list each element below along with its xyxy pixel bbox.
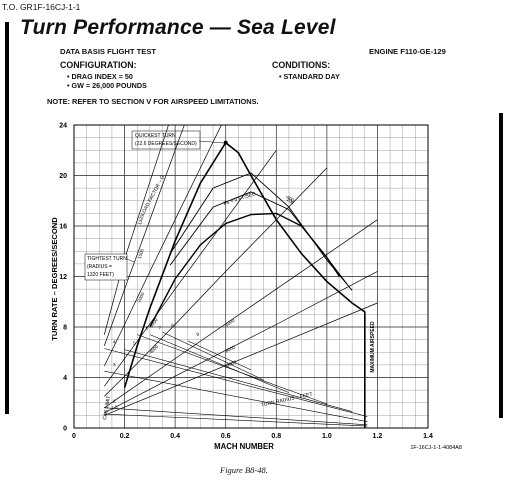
change-bar-right xyxy=(499,113,503,418)
turn-radius-curve xyxy=(104,150,277,387)
turn-radius-value: 3000 xyxy=(149,317,159,329)
turn-radius-curve xyxy=(104,219,378,409)
document-id: T.O. GR1F-16CJ-1-1 xyxy=(2,2,81,12)
load-factor-value: 5 xyxy=(133,340,137,345)
turn-radius-label: TURN RADIUS – FEET xyxy=(260,392,313,409)
page-title: Turn Performance — Sea Level xyxy=(20,16,336,39)
load-factor-line xyxy=(187,340,252,371)
turn-radius-curve xyxy=(104,167,328,397)
figure-caption: Figure B8-48. xyxy=(220,465,268,475)
load-factor-value: 9 xyxy=(196,332,200,337)
load-factor-value: 6 xyxy=(145,325,149,330)
quickest-turn-value: (22.6 DEGREES/SECOND) xyxy=(135,141,197,147)
ps-value: -200 xyxy=(285,196,296,206)
turn-radius-curve xyxy=(103,125,169,335)
y-tick-label: 24 xyxy=(59,123,67,130)
data-basis: DATA BASIS FLIGHT TEST xyxy=(60,47,157,56)
maneuver-envelope xyxy=(123,141,366,428)
tightest-turn-radius-label: (RADIUS = xyxy=(87,264,112,270)
load-factor-value: 8 xyxy=(171,323,175,328)
y-axis-label: TURN RATE – DEGREES/SECOND xyxy=(50,217,59,341)
ps-zero-curve xyxy=(149,212,341,328)
x-tick-label: 1.4 xyxy=(423,433,433,440)
load-factor-value: 2 xyxy=(113,399,117,404)
x-tick-label: 0.2 xyxy=(120,433,130,440)
turn-radius-curve xyxy=(103,125,222,367)
configuration-heading: CONFIGURATION: xyxy=(60,60,137,70)
change-bar-left xyxy=(5,22,9,414)
load-factor-line xyxy=(104,407,368,426)
quickest-turn-box xyxy=(131,130,201,150)
tightest-turn-label: TIGHTEST TURN xyxy=(87,256,127,262)
figure-id: 1F-16CJ-1-1-4084A8 xyxy=(410,445,462,451)
max-airspeed-label: MAXIMUM AIRSPEED xyxy=(370,321,376,373)
tightest-turn-box xyxy=(84,253,128,281)
load-factor-line xyxy=(104,413,368,427)
note: NOTE: REFER TO SECTION V FOR AIRSPEED LI… xyxy=(47,97,259,106)
cas-limit-label: CAS LIMIT xyxy=(102,395,112,420)
y-tick-label: 12 xyxy=(59,274,67,281)
x-tick-label: 1.0 xyxy=(322,433,332,440)
turn-radius-value: 4000 xyxy=(148,344,159,355)
turn-radius-curve xyxy=(104,302,378,416)
tightest-turn-leader xyxy=(126,258,135,263)
y-tick-label: 16 xyxy=(59,224,67,231)
configuration-item: • DRAG INDEX = 50 xyxy=(67,72,133,81)
conditions-item: • STANDARD DAY xyxy=(279,72,340,81)
load-factor-line xyxy=(124,349,353,412)
conditions-heading: CONDITIONS: xyxy=(272,60,331,70)
turn-radius-value: 1500 xyxy=(137,248,145,260)
major-grid xyxy=(73,124,429,429)
x-axis-label: MACH NUMBER xyxy=(214,442,274,451)
turn-radius-curve xyxy=(103,125,185,347)
plot-frame xyxy=(73,124,429,429)
turn-radius-value: 8000 xyxy=(224,344,236,353)
tightest-turn-radius-value: 1320 FEET) xyxy=(87,272,114,278)
load-factor-line xyxy=(162,331,264,381)
y-tick-label: 4 xyxy=(63,375,67,382)
x-tick-label: 0.6 xyxy=(221,433,231,440)
ps-label: Ps = 0 FT/SEC xyxy=(223,191,257,207)
x-tick-label: 0 xyxy=(72,433,76,440)
x-tick-label: 1.2 xyxy=(373,433,383,440)
load-factor-value: 1.5 xyxy=(111,405,118,411)
load-factor-value: 3 xyxy=(113,362,117,367)
turn-radius-value: 2000 xyxy=(136,291,145,303)
y-tick-label: 20 xyxy=(59,173,67,180)
load-factor-line xyxy=(104,348,368,417)
x-tick-label: 0.4 xyxy=(170,433,180,440)
ps-value: -400 xyxy=(285,194,296,204)
y-tick-label: 8 xyxy=(63,325,67,332)
turn-radius-curve xyxy=(104,271,378,414)
y-tick-label: 0 xyxy=(63,426,67,433)
load-factor-value: 4 xyxy=(113,339,117,344)
load-factor-line xyxy=(137,334,328,405)
load-factor-line xyxy=(149,334,290,393)
configuration-item: • GW = 26,000 POUNDS xyxy=(67,81,147,90)
load-factor-line xyxy=(104,370,368,422)
turn-radius-value: 1320 xyxy=(137,214,145,226)
quickest-turn-label: QUICKEST TURN xyxy=(135,133,176,139)
quickest-turn-leader xyxy=(198,140,225,144)
engine-label: ENGINE F110-GE-129 xyxy=(369,47,446,56)
turn-radius-value: 6000 xyxy=(224,317,236,327)
quickest-turn-point xyxy=(223,140,228,145)
load-factor-value: 7 xyxy=(158,325,162,330)
x-tick-label: 0.8 xyxy=(271,433,281,440)
